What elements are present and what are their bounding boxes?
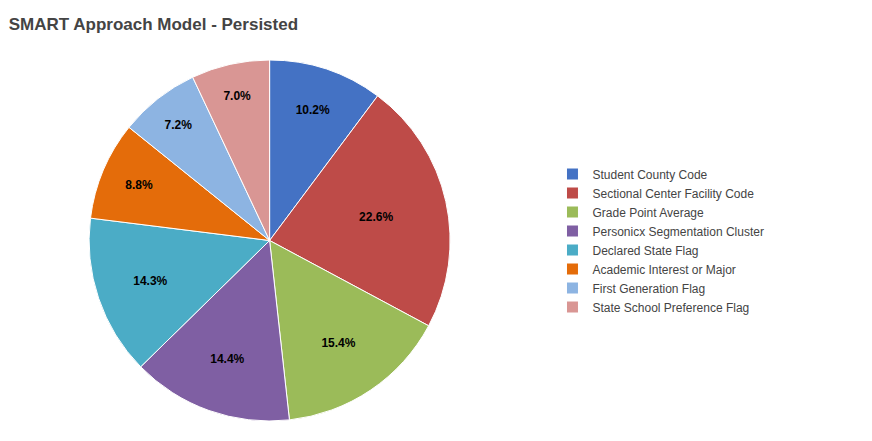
- svg-text:Academic Interest or Major: Academic Interest or Major: [592, 263, 735, 277]
- svg-text:SMART Approach Model - Persist: SMART Approach Model - Persisted: [9, 15, 298, 34]
- svg-text:14.4%: 14.4%: [210, 352, 244, 366]
- svg-text:15.4%: 15.4%: [321, 336, 355, 350]
- svg-text:10.2%: 10.2%: [296, 103, 330, 117]
- svg-text:22.6%: 22.6%: [359, 210, 393, 224]
- svg-text:State School Preference Flag: State School Preference Flag: [592, 301, 749, 315]
- svg-text:Student County Code: Student County Code: [592, 168, 707, 182]
- svg-text:Personicx Segmentation Cluster: Personicx Segmentation Cluster: [592, 225, 763, 239]
- svg-text:Grade Point Average: Grade Point Average: [592, 206, 704, 220]
- svg-text:7.0%: 7.0%: [223, 89, 251, 103]
- svg-text:14.3%: 14.3%: [133, 274, 167, 288]
- svg-text:8.8%: 8.8%: [125, 178, 153, 192]
- svg-text:First Generation Flag: First Generation Flag: [592, 282, 705, 296]
- svg-text:Declared State Flag: Declared State Flag: [592, 244, 698, 258]
- svg-text:Sectional Center Facility Code: Sectional Center Facility Code: [592, 187, 754, 201]
- svg-text:7.2%: 7.2%: [165, 118, 193, 132]
